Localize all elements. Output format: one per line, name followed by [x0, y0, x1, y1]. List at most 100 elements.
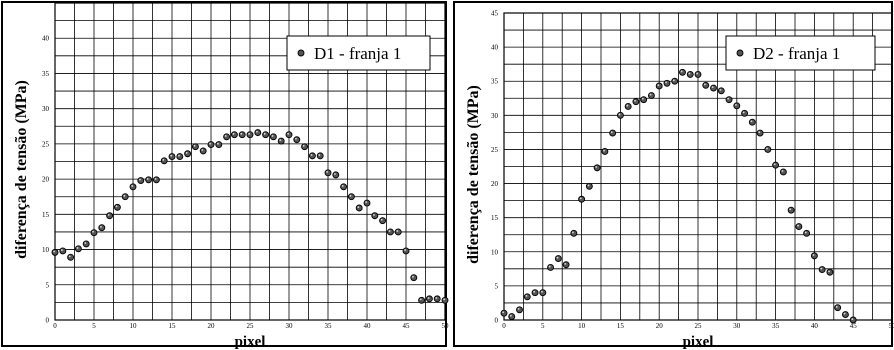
data-point [679, 68, 686, 76]
data-point [671, 77, 679, 85]
data-point-highlight [618, 113, 621, 116]
data-point [160, 157, 168, 165]
data-point [841, 311, 849, 318]
data-point [593, 164, 601, 172]
x-tick-label: 50 [889, 322, 894, 330]
data-point-highlight [217, 142, 219, 145]
data-point-highlight [641, 97, 644, 100]
data-point [379, 217, 387, 225]
x-tick-label: 30 [286, 322, 294, 330]
data-point [316, 152, 324, 160]
data-point-highlight [665, 81, 667, 84]
data-point [772, 161, 780, 169]
data-point [168, 153, 176, 161]
y-tick-label: 45 [491, 10, 499, 18]
data-point-highlight [742, 111, 745, 114]
data-point-highlight [209, 142, 212, 145]
data-point-highlight [373, 213, 375, 216]
data-point [137, 177, 145, 184]
data-point [803, 229, 811, 237]
data-point [516, 306, 523, 314]
x-tick-label: 5 [541, 322, 545, 330]
data-point [539, 289, 547, 297]
data-point-highlight [672, 79, 675, 82]
x-tick-label: 20 [656, 322, 664, 330]
x-tick-label: 5 [92, 322, 96, 330]
y-tick-label: 35 [42, 70, 50, 78]
data-point-highlight [435, 297, 438, 299]
plot-area-border [54, 2, 446, 321]
data-point [59, 247, 67, 255]
data-point-highlight [53, 250, 55, 253]
data-point-highlight [626, 104, 629, 107]
data-point-highlight [587, 184, 590, 187]
data-point-highlight [146, 178, 149, 180]
data-point-highlight [341, 185, 344, 187]
data-point [655, 82, 663, 90]
data-point-highlight [178, 154, 180, 157]
data-point-highlight [334, 173, 336, 175]
x-tick-label: 35 [325, 322, 333, 330]
data-point [215, 141, 223, 149]
x-tick-label: 0 [53, 322, 57, 330]
data-point [191, 143, 199, 151]
data-point [702, 81, 710, 89]
y-tick-label: 25 [491, 146, 499, 154]
y-axis-title: diferença de tensão (MPa) [465, 85, 482, 264]
data-point-highlight [564, 262, 567, 265]
data-point-highlight [271, 135, 274, 137]
y-tick-label: 5 [495, 282, 499, 290]
x-tick-label: 40 [364, 322, 372, 330]
data-point-highlight [502, 311, 504, 314]
data-point-highlight [750, 120, 753, 123]
data-point [795, 223, 803, 230]
y-tick-label: 10 [491, 248, 499, 256]
data-point-highlight [248, 132, 251, 135]
y-tick-label: 15 [42, 211, 50, 219]
y-tick-label: 35 [491, 78, 499, 86]
data-point-highlight [680, 70, 683, 73]
data-point-highlight [92, 230, 94, 233]
data-point-highlight [696, 72, 698, 75]
data-point-highlight [123, 194, 126, 197]
data-point [121, 193, 129, 201]
data-point-highlight [657, 84, 660, 86]
y-tick-label: 20 [42, 176, 50, 184]
data-point [262, 131, 270, 139]
data-point-highlight [139, 178, 141, 181]
legend-label: D2 - franja 1 [753, 44, 840, 63]
data-point [578, 195, 586, 203]
data-point [269, 133, 277, 141]
data-point-highlight [572, 231, 574, 234]
x-tick-label: 35 [772, 322, 780, 330]
data-point-highlight [287, 132, 289, 135]
data-point-highlight [443, 298, 445, 301]
data-point-highlight [76, 247, 79, 249]
data-point [355, 204, 363, 212]
y-tick-label: 25 [42, 140, 50, 148]
data-point [207, 141, 215, 149]
data-point [308, 152, 316, 160]
data-point-highlight [579, 197, 582, 200]
data-point-highlight [318, 154, 321, 156]
x-axis-title: pixel [683, 334, 714, 350]
data-point-highlight [595, 166, 598, 168]
data-point-highlight [735, 103, 737, 106]
data-point-highlight [711, 86, 714, 89]
data-point-highlight [310, 154, 313, 156]
data-point-highlight [295, 137, 297, 140]
chart-panel-d1: 0 5 10 15 20 25 30 35 40 45 50 0 5 10 15 20 25 30 35 40 pixe… [1, 1, 449, 350]
data-point-highlight [115, 205, 118, 208]
data-point [74, 245, 82, 253]
data-point [324, 169, 332, 177]
y-tick-label: 15 [491, 214, 499, 222]
data-point-highlight [548, 265, 551, 268]
data-point [663, 79, 671, 87]
data-point [238, 131, 246, 139]
data-point [748, 118, 756, 126]
data-point [418, 296, 426, 304]
data-point-highlight [279, 139, 282, 142]
data-point [810, 252, 818, 260]
x-tick-label: 40 [811, 322, 819, 330]
